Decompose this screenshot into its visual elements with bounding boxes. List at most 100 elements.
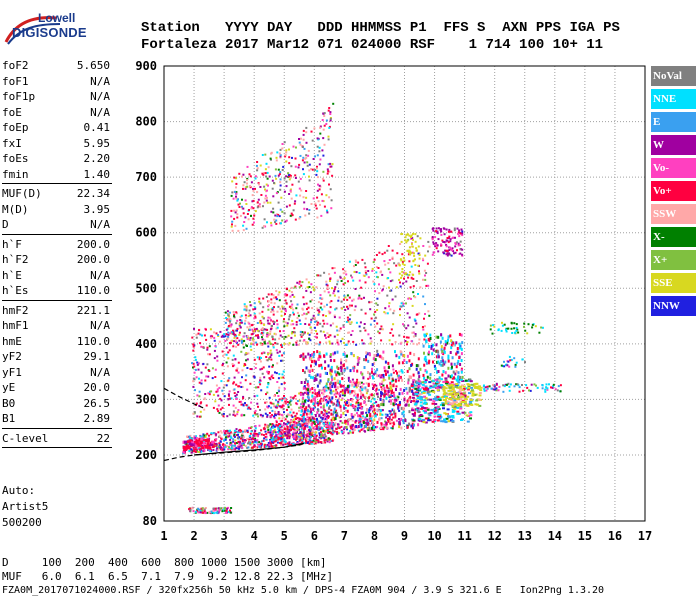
echo-point <box>256 402 259 405</box>
echo-point <box>254 425 257 428</box>
echo-point <box>328 301 331 304</box>
echo-point <box>419 392 423 395</box>
echo-point <box>457 242 460 245</box>
echo-point <box>237 229 240 232</box>
echo-point <box>408 386 411 390</box>
echo-point <box>209 450 212 453</box>
echo-point <box>233 376 236 379</box>
echo-point <box>259 409 261 411</box>
echo-point <box>379 271 382 274</box>
echo-point <box>541 384 544 387</box>
echo-point <box>188 450 191 453</box>
echo-point <box>314 335 317 338</box>
echo-point <box>290 428 292 431</box>
echo-point <box>199 511 202 514</box>
echo-point <box>410 340 413 343</box>
echo-point <box>310 428 312 431</box>
echo-point <box>241 369 244 372</box>
echo-point <box>319 399 322 403</box>
echo-point <box>305 302 308 305</box>
echo-point <box>245 344 248 347</box>
echo-point <box>373 283 376 286</box>
echo-point <box>362 342 365 345</box>
echo-point <box>367 276 370 279</box>
echo-point <box>315 207 318 210</box>
echo-point <box>235 186 237 189</box>
echo-point <box>236 319 239 322</box>
echo-point <box>237 385 240 388</box>
echo-point <box>284 433 287 436</box>
echo-point <box>292 441 295 444</box>
echo-point <box>469 417 472 420</box>
echo-point <box>280 376 283 379</box>
echo-point <box>332 322 335 325</box>
echo-point <box>449 389 452 392</box>
echo-point <box>356 383 359 387</box>
echo-point <box>196 442 200 446</box>
echo-point <box>419 237 422 240</box>
echo-point <box>274 410 276 413</box>
echo-point <box>320 436 323 439</box>
echo-point <box>318 150 321 153</box>
echo-point <box>331 427 334 430</box>
echo-point <box>429 398 433 401</box>
echo-point <box>280 444 283 447</box>
echo-point <box>324 409 327 412</box>
echo-point <box>195 444 198 448</box>
echo-point <box>301 427 304 430</box>
echo-point <box>349 431 352 434</box>
echo-point <box>267 405 270 408</box>
echo-point <box>316 176 319 179</box>
echo-point <box>281 399 284 402</box>
echo-point <box>274 440 277 443</box>
echo-point <box>489 328 492 331</box>
echo-point <box>326 395 328 398</box>
echo-point <box>456 398 460 401</box>
echo-point <box>414 380 417 384</box>
echo-point <box>446 408 450 411</box>
echo-point <box>279 208 282 211</box>
echo-point <box>418 418 422 421</box>
echo-point <box>235 311 238 314</box>
echo-point <box>392 312 395 315</box>
echo-point <box>451 415 455 417</box>
echo-point <box>309 326 312 329</box>
echo-point <box>332 429 334 432</box>
echo-point <box>232 381 235 384</box>
echo-point <box>440 384 443 386</box>
echo-point <box>424 313 426 315</box>
echo-point <box>449 351 452 354</box>
echo-point <box>285 175 288 178</box>
echo-point <box>216 511 219 514</box>
param-row: D N/A <box>2 217 110 233</box>
echo-point <box>403 324 406 327</box>
echo-point <box>251 338 254 341</box>
echo-point <box>276 215 279 218</box>
echo-point <box>259 442 262 445</box>
echo-point <box>395 286 398 289</box>
echo-point <box>325 280 328 283</box>
echo-point <box>243 439 246 441</box>
echo-point <box>356 378 359 381</box>
echo-point <box>247 312 250 315</box>
echo-point <box>381 409 384 412</box>
echo-point <box>218 510 221 513</box>
echo-point <box>285 185 288 188</box>
echo-point <box>285 294 288 297</box>
echo-point <box>307 352 310 356</box>
echo-point <box>222 415 225 418</box>
echo-point <box>497 329 500 332</box>
echo-point <box>246 438 249 440</box>
echo-point <box>186 445 190 448</box>
echo-point <box>261 336 263 339</box>
echo-point <box>538 331 541 334</box>
echo-point <box>386 370 389 374</box>
echo-point <box>195 448 198 451</box>
echo-point <box>362 415 365 418</box>
echo-point <box>203 436 205 439</box>
echo-point <box>321 119 324 121</box>
echo-point <box>309 354 312 357</box>
echo-point <box>335 403 338 407</box>
param-key: h`F2 <box>2 253 29 266</box>
echo-point <box>202 511 205 514</box>
